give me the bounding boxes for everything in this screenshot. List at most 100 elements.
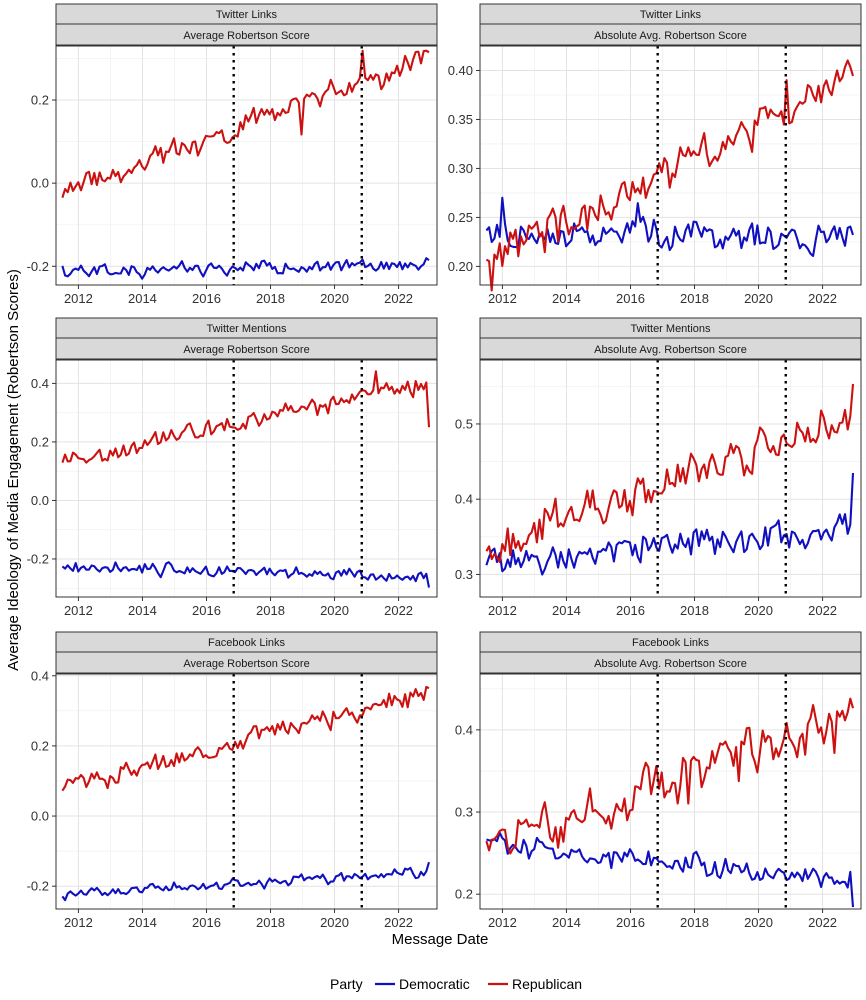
facet-label-top: Twitter Links xyxy=(216,9,278,21)
x-tick-label: 2020 xyxy=(320,603,349,618)
x-tick-label: 2020 xyxy=(744,603,773,618)
facet-strip-bottom xyxy=(479,23,862,46)
facet-label-bottom: Absolute Avg. Robertson Score xyxy=(594,30,747,42)
panel-facebook-links-absolute-avg-robertson-score: Facebook Links Absolute Avg. Robertson Sc… xyxy=(455,631,862,930)
x-tick-label: 2016 xyxy=(616,915,645,930)
y-tick-label: -0.2 xyxy=(27,259,49,274)
x-tick-label: 2018 xyxy=(256,603,285,618)
panel-border xyxy=(479,45,862,286)
x-tick-label: 2014 xyxy=(552,603,581,618)
x-tick-label: 2016 xyxy=(616,291,645,306)
x-tick-label: 2016 xyxy=(192,915,221,930)
x-tick-label: 2022 xyxy=(384,603,413,618)
x-tick-label: 2018 xyxy=(256,291,285,306)
x-tick-label: 2018 xyxy=(256,915,285,930)
plot-background xyxy=(56,46,437,285)
x-tick-label: 2018 xyxy=(680,291,709,306)
y-tick-label: 0.35 xyxy=(448,112,473,127)
plot-background xyxy=(56,360,437,597)
x-tick-label: 2012 xyxy=(64,915,93,930)
facet-label-top: Twitter Mentions xyxy=(630,323,711,335)
series-line-republican xyxy=(61,685,430,792)
facet-label-top: Twitter Links xyxy=(640,9,702,21)
y-axis-title: Average Ideology of Media Engagement (Ro… xyxy=(5,269,22,671)
facet-strip-bottom xyxy=(479,651,862,674)
y-tick-label: 0.2 xyxy=(31,434,49,449)
plot-background xyxy=(480,360,861,597)
legend-label-democratic: Democratic xyxy=(399,976,470,992)
series-line-republican xyxy=(61,49,430,199)
panel-border xyxy=(479,359,862,598)
series-line-democratic xyxy=(61,257,430,280)
facet-strip-bottom xyxy=(55,337,438,360)
series-line-democratic xyxy=(485,472,855,576)
plot-background xyxy=(56,674,437,909)
y-tick-label: 0.30 xyxy=(448,161,473,176)
y-tick-label: 0.25 xyxy=(448,210,473,225)
x-tick-label: 2012 xyxy=(488,915,517,930)
facet-label-bottom: Average Robertson Score xyxy=(183,30,309,42)
x-tick-label: 2012 xyxy=(64,603,93,618)
y-tick-label: 0.4 xyxy=(455,492,473,507)
y-tick-label: 0.2 xyxy=(31,738,49,753)
series-line-republican xyxy=(485,697,855,855)
x-tick-label: 2014 xyxy=(128,603,157,618)
x-tick-label: 2022 xyxy=(384,291,413,306)
facet-label-bottom: Average Robertson Score xyxy=(183,658,309,670)
series-line-republican xyxy=(485,59,855,292)
facet-label-top: Facebook Links xyxy=(632,637,710,649)
x-tick-label: 2014 xyxy=(552,915,581,930)
facet-label-bottom: Absolute Avg. Robertson Score xyxy=(594,658,747,670)
y-tick-label: 0.40 xyxy=(448,63,473,78)
facet-label-bottom: Absolute Avg. Robertson Score xyxy=(594,344,747,356)
legend-label-republican: Republican xyxy=(512,976,582,992)
x-axis-title: Message Date xyxy=(392,931,489,948)
panel-border xyxy=(55,45,438,286)
x-tick-label: 2018 xyxy=(680,603,709,618)
x-tick-label: 2018 xyxy=(680,915,709,930)
y-tick-label: -0.2 xyxy=(27,879,49,894)
series-line-democratic xyxy=(61,561,431,588)
y-tick-label: 0.0 xyxy=(31,176,49,191)
x-tick-label: 2016 xyxy=(192,291,221,306)
x-tick-label: 2016 xyxy=(192,603,221,618)
y-tick-label: 0.3 xyxy=(455,567,473,582)
series-line-republican xyxy=(61,370,431,464)
x-tick-label: 2022 xyxy=(808,603,837,618)
panel-twitter-links-average-robertson-score: Twitter Links Average Robertson Score 2012… xyxy=(27,3,438,306)
facet-label-top: Twitter Mentions xyxy=(206,323,287,335)
panel-twitter-mentions-average-robertson-score: Twitter Mentions Average Robertson Score 2… xyxy=(27,317,438,618)
x-tick-label: 2020 xyxy=(320,915,349,930)
x-tick-label: 2014 xyxy=(128,291,157,306)
x-tick-label: 2020 xyxy=(744,915,773,930)
x-tick-label: 2020 xyxy=(744,291,773,306)
panel-border xyxy=(55,673,438,910)
panels: Twitter Links Average Robertson Score 2012… xyxy=(27,3,862,930)
facet-strip-bottom xyxy=(479,337,862,360)
x-tick-label: 2012 xyxy=(64,291,93,306)
series-line-democratic xyxy=(61,861,431,902)
series-line-republican xyxy=(485,383,855,563)
x-tick-label: 2016 xyxy=(616,603,645,618)
x-tick-label: 2012 xyxy=(488,291,517,306)
y-tick-label: 0.5 xyxy=(455,416,473,431)
y-tick-label: 0.2 xyxy=(455,887,473,902)
y-tick-label: 0.20 xyxy=(448,259,473,274)
x-tick-label: 2020 xyxy=(320,291,349,306)
facet-label-top: Facebook Links xyxy=(208,637,286,649)
y-tick-label: 0.0 xyxy=(31,493,49,508)
panel-twitter-mentions-absolute-avg-robertson-score: Twitter Mentions Absolute Avg. Robertson … xyxy=(455,317,862,618)
y-tick-label: 0.3 xyxy=(455,805,473,820)
panel-border xyxy=(55,359,438,598)
series-line-democratic xyxy=(486,831,855,908)
y-tick-label: 0.2 xyxy=(31,93,49,108)
x-tick-label: 2012 xyxy=(488,603,517,618)
facet-label-bottom: Average Robertson Score xyxy=(183,344,309,356)
y-tick-label: 0.4 xyxy=(31,376,49,391)
panel-twitter-links-absolute-avg-robertson-score: Twitter Links Absolute Avg. Robertson Sco… xyxy=(448,3,862,306)
facet-strip-bottom xyxy=(55,651,438,674)
x-tick-label: 2014 xyxy=(552,291,581,306)
x-tick-label: 2022 xyxy=(384,915,413,930)
panel-border xyxy=(479,673,862,910)
